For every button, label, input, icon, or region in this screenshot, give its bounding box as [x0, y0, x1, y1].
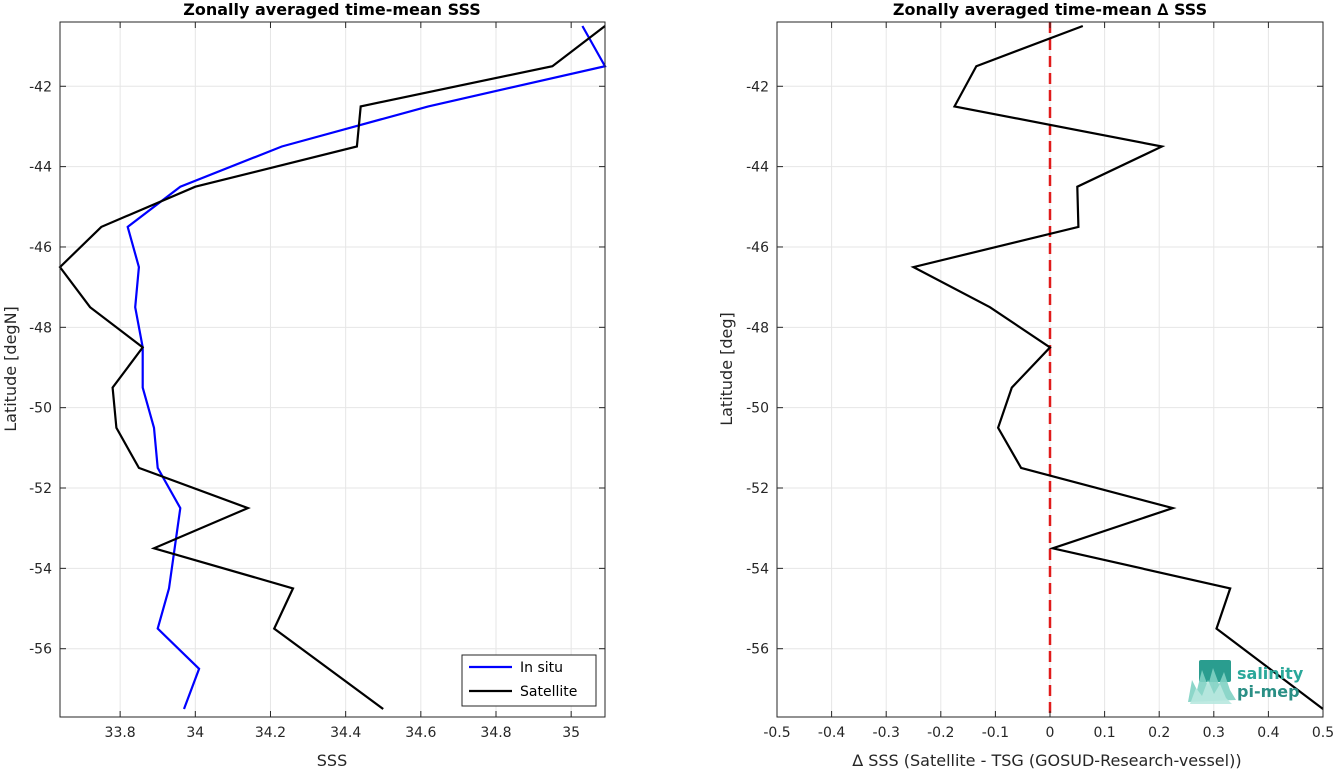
delta-sss-panel: -0.5 -0.4 -0.3 -0.2 -0.1 0 0.1 0.2 0.3 0.4 0.5 -56 -… [717, 0, 1334, 769]
y-tick-label: -44 [746, 160, 769, 176]
delta-series-lines [910, 22, 1324, 717]
sss-chart-title: Zonally averaged time-mean SSS [183, 0, 481, 19]
sss-panel: 33.8 34 34.2 34.4 34.6 34.8 35 -56 -54 -52 -50 -48 -… [1, 0, 607, 769]
y-tick-label: -50 [29, 401, 52, 417]
x-tick-label: 34 [186, 725, 204, 741]
y-tick-label: -46 [746, 240, 769, 256]
series-line-satellite [58, 25, 606, 710]
y-tick-label: -56 [29, 642, 52, 658]
sss-grid [60, 22, 605, 717]
x-tick-label: 0.2 [1148, 725, 1170, 741]
logo-wave-icon [1188, 660, 1236, 704]
delta-chart-title: Zonally averaged time-mean ∆ SSS [893, 0, 1207, 19]
y-tick-label: -42 [29, 79, 52, 95]
x-tick-label: 34.8 [480, 725, 511, 741]
logo-line2: pi-mep [1237, 682, 1300, 701]
legend-insitu-label: In situ [520, 660, 563, 676]
sss-ticks: 33.8 34 34.2 34.4 34.6 34.8 35 -56 -54 -52 -50 -48 -… [29, 22, 605, 741]
y-tick-label: -44 [29, 160, 52, 176]
x-tick-label: 0.4 [1257, 725, 1279, 741]
delta-ticks: -0.5 -0.4 -0.3 -0.2 -0.1 0 0.1 0.2 0.3 0.4 0.5 -56 -… [746, 22, 1334, 741]
legend-box [461, 654, 597, 707]
legend-satellite-label: Satellite [520, 684, 577, 700]
y-tick-label: -42 [746, 79, 769, 95]
sss-axes-box [59, 21, 606, 718]
sss-y-axis-label: Latitude [degN] [1, 306, 20, 432]
y-tick-label: -46 [29, 240, 52, 256]
x-tick-label: 34.4 [330, 725, 361, 741]
y-tick-label: -48 [29, 320, 52, 336]
y-tick-label: -54 [746, 561, 769, 577]
x-tick-label: 35 [562, 725, 580, 741]
delta-y-axis-label: Latitude [deg] [717, 312, 736, 426]
x-tick-label: 34.6 [405, 725, 436, 741]
x-tick-label: -0.5 [763, 725, 790, 741]
sss-plot-area [60, 22, 605, 717]
y-tick-label: -50 [746, 401, 769, 417]
x-tick-label: 0 [1046, 725, 1055, 741]
logo-line1: salinity [1237, 664, 1304, 683]
y-tick-label: -52 [29, 481, 52, 497]
x-tick-label: -0.2 [927, 725, 954, 741]
x-tick-label: 34.2 [255, 725, 286, 741]
x-tick-label: -0.4 [818, 725, 845, 741]
x-tick-label: 0.3 [1203, 725, 1225, 741]
x-tick-label: -0.1 [982, 725, 1009, 741]
x-tick-label: 0.1 [1093, 725, 1115, 741]
y-tick-label: -52 [746, 481, 769, 497]
sss-series-lines [58, 25, 607, 710]
y-tick-label: -54 [29, 561, 52, 577]
salinity-pi-mep-logo: salinity pi-mep [1188, 660, 1304, 704]
sss-x-axis-label: SSS [317, 751, 347, 769]
y-tick-label: -56 [746, 642, 769, 658]
y-tick-label: -48 [746, 320, 769, 336]
delta-x-axis-label: ∆ SSS (Satellite - TSG (GOSUD-Research-v… [851, 751, 1241, 769]
sss-legend: In situ Satellite [461, 654, 597, 707]
x-tick-label: 0.5 [1312, 725, 1334, 741]
series-line-delta [910, 24, 1324, 710]
x-tick-label: -0.3 [873, 725, 900, 741]
x-tick-label: 33.8 [105, 725, 136, 741]
